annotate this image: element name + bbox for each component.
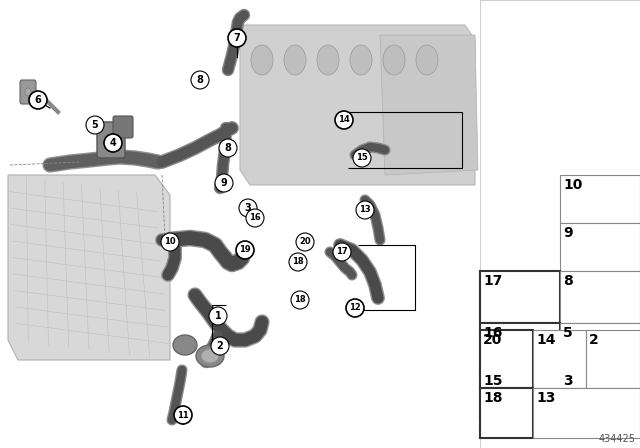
Text: 15: 15 [483,374,502,388]
Bar [560,271,640,323]
FancyBboxPatch shape [113,116,133,138]
Text: 13: 13 [359,206,371,215]
Circle shape [236,241,254,259]
Polygon shape [380,35,478,175]
Text: 8: 8 [563,274,573,288]
Ellipse shape [196,345,224,367]
Ellipse shape [201,349,219,363]
Circle shape [333,243,351,261]
Text: 19: 19 [239,246,251,254]
Bar [480,0,640,448]
Circle shape [161,233,179,251]
Text: 4: 4 [109,138,116,148]
Text: 10: 10 [164,237,176,246]
Ellipse shape [350,45,372,75]
Text: 18: 18 [294,296,306,305]
Ellipse shape [251,45,273,75]
Circle shape [104,134,122,152]
Bar [560,371,640,419]
Bar [480,371,560,419]
Ellipse shape [416,45,438,75]
Text: 1: 1 [214,311,221,321]
Circle shape [356,201,374,219]
Circle shape [291,291,309,309]
Circle shape [246,209,264,227]
Bar [533,330,586,388]
Text: 18: 18 [292,258,304,267]
Circle shape [211,337,229,355]
Text: 9: 9 [563,226,573,240]
Circle shape [289,253,307,271]
Circle shape [219,139,237,157]
Ellipse shape [25,88,31,96]
Bar [560,223,640,271]
FancyBboxPatch shape [97,122,125,158]
Bar [0,0,480,448]
Text: 16: 16 [483,326,502,340]
Ellipse shape [173,335,197,355]
Text: 13: 13 [536,391,556,405]
Circle shape [335,111,353,129]
Text: 2: 2 [216,341,223,351]
Text: 8: 8 [196,75,204,85]
Circle shape [209,307,227,325]
Text: 16: 16 [249,214,261,223]
Text: 6: 6 [35,95,42,105]
Text: 3: 3 [563,374,573,388]
Text: 17: 17 [483,274,502,288]
Circle shape [296,233,314,251]
Circle shape [353,149,371,167]
Circle shape [228,29,246,47]
Text: 14: 14 [338,116,350,125]
Polygon shape [8,175,170,360]
Text: 8: 8 [225,143,232,153]
Ellipse shape [383,45,405,75]
Bar [586,330,640,388]
Text: 5: 5 [92,120,99,130]
Circle shape [191,71,209,89]
Ellipse shape [284,45,306,75]
Circle shape [29,91,47,109]
Bar [480,330,533,388]
FancyBboxPatch shape [20,80,36,104]
Text: 20: 20 [299,237,311,246]
Text: 17: 17 [336,247,348,257]
Bar [480,323,560,371]
Text: 3: 3 [244,203,252,213]
Text: 11: 11 [177,410,189,419]
Text: 14: 14 [536,333,556,347]
Text: 2: 2 [589,333,599,347]
Text: 12: 12 [349,303,361,313]
Circle shape [86,116,104,134]
Text: 15: 15 [356,154,368,163]
Text: 7: 7 [234,33,241,43]
Polygon shape [240,25,475,185]
Text: 9: 9 [221,178,227,188]
Text: 10: 10 [563,178,582,192]
Bar [533,388,640,438]
Bar [560,175,640,223]
Text: 18: 18 [483,391,502,405]
Circle shape [174,406,192,424]
Circle shape [239,199,257,217]
Bar [480,271,560,323]
Circle shape [346,299,364,317]
Bar [560,323,640,371]
Text: 5: 5 [563,326,573,340]
Ellipse shape [317,45,339,75]
Bar [480,388,533,438]
Text: 434425: 434425 [599,434,636,444]
Circle shape [215,174,233,192]
Text: 20: 20 [483,333,502,347]
